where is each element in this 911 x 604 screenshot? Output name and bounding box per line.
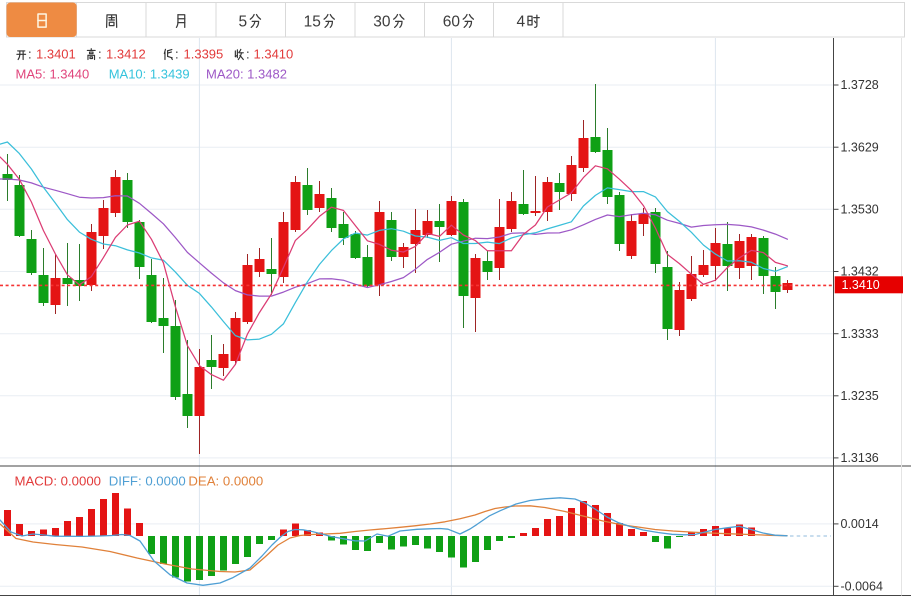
svg-text:5: 5 <box>238 13 247 30</box>
svg-text:DIFF: 0.0000: DIFF: 0.0000 <box>109 473 186 488</box>
svg-text:1.3395: 1.3395 <box>184 47 224 62</box>
svg-text:15: 15 <box>304 13 321 30</box>
svg-text:MA20: 1.3482: MA20: 1.3482 <box>206 67 287 82</box>
svg-text:MACD: 0.0000: MACD: 0.0000 <box>15 473 102 488</box>
svg-text:30: 30 <box>373 13 391 30</box>
svg-text:MA5: 1.3440: MA5: 1.3440 <box>16 67 90 82</box>
svg-text::: : <box>246 47 250 62</box>
svg-text:60: 60 <box>443 13 461 30</box>
svg-text:1.3235: 1.3235 <box>841 389 879 403</box>
svg-text:-0.0064: -0.0064 <box>841 580 883 594</box>
svg-text:1.3410: 1.3410 <box>254 47 294 62</box>
svg-text:MA10: 1.3439: MA10: 1.3439 <box>109 67 190 82</box>
svg-text::: : <box>28 47 32 62</box>
svg-text:1.3530: 1.3530 <box>841 203 879 217</box>
svg-text:1.3401: 1.3401 <box>36 47 76 62</box>
svg-text:0.0014: 0.0014 <box>841 517 879 531</box>
svg-text::: : <box>175 47 179 62</box>
svg-text:DEA: 0.0000: DEA: 0.0000 <box>188 473 263 488</box>
svg-text:1.3412: 1.3412 <box>106 47 146 62</box>
svg-text:1.3728: 1.3728 <box>841 78 879 92</box>
svg-text:4: 4 <box>517 13 526 30</box>
svg-text:1.3410: 1.3410 <box>842 278 880 292</box>
svg-text:1.3136: 1.3136 <box>841 451 879 465</box>
svg-text::: : <box>98 47 102 62</box>
svg-text:1.3432: 1.3432 <box>841 265 879 279</box>
svg-text:1.3629: 1.3629 <box>841 140 879 154</box>
svg-text:1.3333: 1.3333 <box>841 327 879 341</box>
